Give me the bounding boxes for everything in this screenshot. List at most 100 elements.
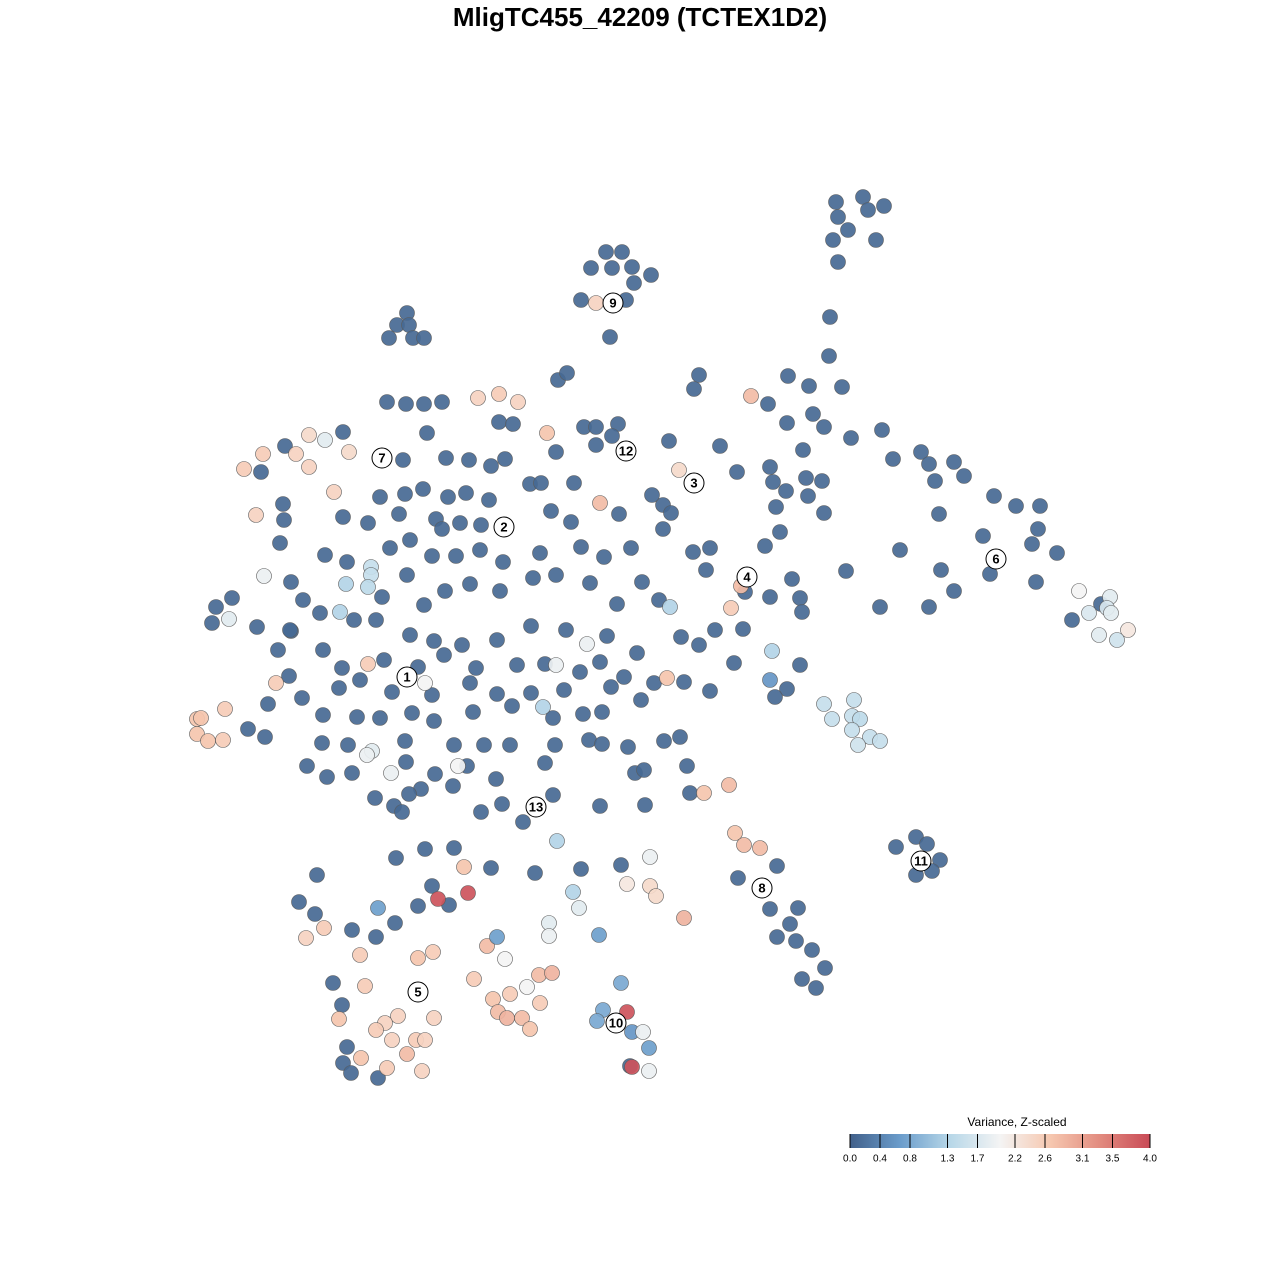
point (671, 462, 687, 478)
point (1109, 632, 1125, 648)
point (326, 484, 342, 500)
point (489, 929, 505, 945)
point (391, 506, 407, 522)
point (592, 798, 608, 814)
point (573, 539, 589, 555)
point (491, 414, 507, 430)
point (466, 971, 482, 987)
points (189, 189, 1136, 1086)
point (404, 705, 420, 721)
point (795, 442, 811, 458)
cluster-label: 7 (378, 450, 385, 465)
point (656, 733, 672, 749)
point (483, 860, 499, 876)
point (294, 690, 310, 706)
point (888, 839, 904, 855)
point (624, 1059, 640, 1075)
point (417, 841, 433, 857)
point (1024, 536, 1040, 552)
point (381, 330, 397, 346)
point (604, 260, 620, 276)
point (641, 1040, 657, 1056)
point (502, 986, 518, 1002)
point (1091, 627, 1107, 643)
point (535, 699, 551, 715)
point (956, 468, 972, 484)
point (834, 379, 850, 395)
point (769, 858, 785, 874)
point (419, 425, 435, 441)
point (314, 735, 330, 751)
point (368, 1022, 384, 1038)
cluster-label: 8 (758, 880, 765, 895)
point (317, 547, 333, 563)
point (816, 419, 832, 435)
point (208, 599, 224, 615)
point (221, 611, 237, 627)
point (460, 885, 476, 901)
point (410, 950, 426, 966)
point (390, 1008, 406, 1024)
point (659, 670, 675, 686)
point (723, 600, 739, 616)
point (272, 535, 288, 551)
point (636, 762, 652, 778)
point (779, 681, 795, 697)
point (913, 444, 929, 460)
point (588, 295, 604, 311)
point (249, 619, 265, 635)
point (398, 754, 414, 770)
point (768, 499, 784, 515)
point (559, 365, 575, 381)
point (549, 833, 565, 849)
point (489, 632, 505, 648)
point (504, 698, 520, 714)
point (780, 368, 796, 384)
point (676, 910, 692, 926)
cluster-badge (407, 981, 429, 1003)
point (434, 394, 450, 410)
point (343, 1065, 359, 1081)
point (335, 424, 351, 440)
point (532, 545, 548, 561)
point (762, 589, 778, 605)
point (626, 275, 642, 291)
point (611, 506, 627, 522)
point (661, 433, 677, 449)
point (822, 309, 838, 325)
colorbar-tick-label: 0.8 (903, 1154, 917, 1165)
point (603, 679, 619, 695)
point (384, 1032, 400, 1048)
cluster-badge (371, 447, 393, 469)
point (519, 979, 535, 995)
point (850, 737, 866, 753)
point (532, 995, 548, 1011)
point (494, 796, 510, 812)
cluster-label: 12 (619, 443, 633, 458)
point (257, 729, 273, 745)
point (334, 660, 350, 676)
point (573, 292, 589, 308)
point (499, 1010, 515, 1026)
point (760, 396, 776, 412)
point (679, 758, 695, 774)
point (792, 590, 808, 606)
point (885, 451, 901, 467)
colorbar (850, 1134, 1150, 1148)
point (260, 696, 276, 712)
point (276, 512, 292, 528)
point (609, 596, 625, 612)
cluster-badge (615, 440, 637, 462)
point (399, 567, 415, 583)
point (572, 664, 588, 680)
point (452, 515, 468, 531)
point (592, 654, 608, 670)
point (288, 446, 304, 462)
point (794, 971, 810, 987)
point (548, 567, 564, 583)
point (1008, 498, 1024, 514)
point (502, 737, 518, 753)
point (757, 538, 773, 554)
point (256, 568, 272, 584)
cluster-label: 9 (609, 295, 616, 310)
